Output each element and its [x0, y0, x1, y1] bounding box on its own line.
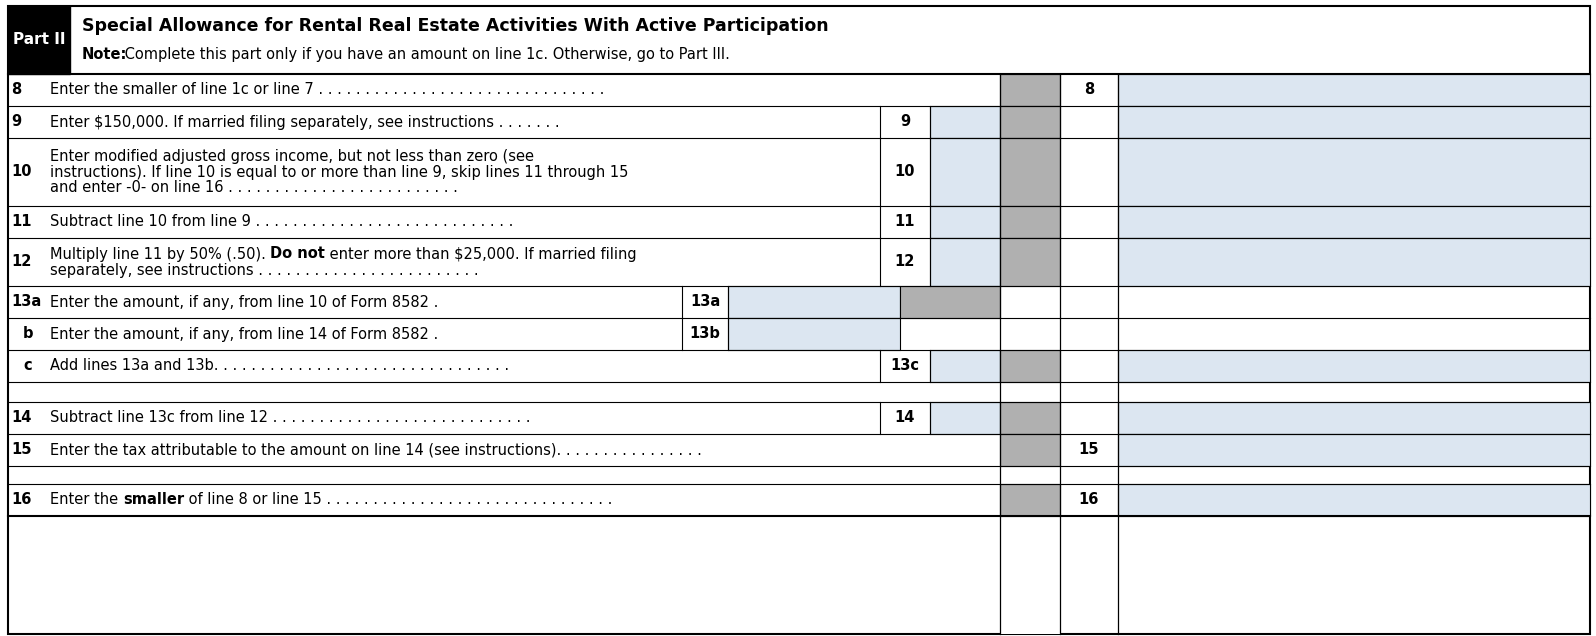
Text: Multiply line 11 by 50% (.50).: Multiply line 11 by 50% (.50).	[49, 247, 270, 261]
Bar	[1119, 206, 1590, 238]
Text: separately, see instructions . . . . . . . . . . . . . . . . . . . . . . . .: separately, see instructions . . . . . .…	[49, 263, 479, 277]
Text: Do not: Do not	[270, 247, 326, 261]
Text: 9: 9	[11, 114, 21, 130]
Bar	[1119, 238, 1590, 286]
Bar	[1001, 402, 1060, 434]
Text: 12: 12	[895, 254, 915, 270]
Text: and enter -0- on line 16 . . . . . . . . . . . . . . . . . . . . . . . . .: and enter -0- on line 16 . . . . . . . .…	[49, 181, 458, 195]
Bar	[1001, 138, 1060, 206]
Bar	[900, 286, 1001, 318]
Bar	[1119, 434, 1590, 466]
Bar	[930, 138, 1001, 206]
Bar	[1001, 350, 1060, 382]
Bar	[1001, 74, 1060, 106]
Text: 13a: 13a	[11, 294, 41, 310]
Text: Enter modified adjusted gross income, but not less than zero (see: Enter modified adjusted gross income, bu…	[49, 148, 535, 163]
Text: Complete this part only if you have an amount on line 1c. Otherwise, go to Part : Complete this part only if you have an a…	[120, 48, 729, 62]
Text: 11: 11	[11, 214, 32, 230]
Text: 15: 15	[1079, 443, 1100, 457]
Text: 11: 11	[895, 214, 915, 230]
Text: b: b	[22, 326, 34, 342]
Bar	[1119, 106, 1590, 138]
Text: 16: 16	[11, 492, 32, 508]
Text: 14: 14	[895, 410, 915, 425]
Bar	[930, 350, 1001, 382]
Text: 15: 15	[11, 443, 32, 457]
Text: 13c: 13c	[891, 359, 919, 373]
Bar	[1119, 138, 1590, 206]
Text: 12: 12	[11, 254, 32, 270]
Bar	[1119, 402, 1590, 434]
Bar	[728, 318, 900, 350]
Bar	[1119, 350, 1590, 382]
Bar	[728, 286, 900, 318]
Text: 16: 16	[1079, 492, 1100, 508]
Bar	[1001, 484, 1060, 516]
Text: Enter the amount, if any, from line 10 of Form 8582 .: Enter the amount, if any, from line 10 o…	[49, 294, 439, 310]
Text: 10: 10	[895, 165, 915, 179]
Text: Note:: Note:	[81, 48, 128, 62]
Text: Enter the: Enter the	[49, 492, 123, 508]
Text: smaller: smaller	[123, 492, 184, 508]
Text: Subtract line 10 from line 9 . . . . . . . . . . . . . . . . . . . . . . . . . .: Subtract line 10 from line 9 . . . . . .…	[49, 214, 514, 230]
Bar	[930, 402, 1001, 434]
Text: 8: 8	[1084, 83, 1095, 97]
Bar	[1119, 484, 1590, 516]
Bar	[930, 238, 1001, 286]
Bar	[1001, 434, 1060, 466]
Text: 8: 8	[11, 83, 21, 97]
Text: Enter $150,000. If married filing separately, see instructions . . . . . . .: Enter $150,000. If married filing separa…	[49, 114, 560, 130]
Bar	[1001, 206, 1060, 238]
Bar	[8, 6, 70, 74]
Text: Add lines 13a and 13b. . . . . . . . . . . . . . . . . . . . . . . . . . . . . .: Add lines 13a and 13b. . . . . . . . . .…	[49, 359, 509, 373]
Text: Part II: Part II	[13, 32, 65, 48]
Text: 13b: 13b	[689, 326, 720, 342]
Bar	[1119, 74, 1590, 106]
Text: c: c	[22, 359, 32, 373]
Bar	[1001, 238, 1060, 286]
Bar	[930, 106, 1001, 138]
Text: 13a: 13a	[689, 294, 720, 310]
Text: Special Allowance for Rental Real Estate Activities With Active Participation: Special Allowance for Rental Real Estate…	[81, 17, 828, 36]
Text: Enter the amount, if any, from line 14 of Form 8582 .: Enter the amount, if any, from line 14 o…	[49, 326, 439, 342]
Text: 14: 14	[11, 410, 32, 425]
Text: Subtract line 13c from line 12 . . . . . . . . . . . . . . . . . . . . . . . . .: Subtract line 13c from line 12 . . . . .…	[49, 410, 530, 425]
Text: instructions). If line 10 is equal to or more than line 9, skip lines 11 through: instructions). If line 10 is equal to or…	[49, 165, 629, 179]
Text: Enter the tax attributable to the amount on line 14 (see instructions). . . . . : Enter the tax attributable to the amount…	[49, 443, 702, 457]
Text: 10: 10	[11, 165, 32, 179]
Text: of line 8 or line 15 . . . . . . . . . . . . . . . . . . . . . . . . . . . . . .: of line 8 or line 15 . . . . . . . . . .…	[184, 492, 613, 508]
Bar	[1001, 106, 1060, 138]
Bar	[930, 206, 1001, 238]
Text: enter more than $25,000. If married filing: enter more than $25,000. If married fili…	[326, 247, 637, 261]
Text: Enter the smaller of line 1c or line 7 . . . . . . . . . . . . . . . . . . . . .: Enter the smaller of line 1c or line 7 .…	[49, 83, 605, 97]
Bar	[1001, 74, 1060, 634]
Text: 9: 9	[900, 114, 910, 130]
